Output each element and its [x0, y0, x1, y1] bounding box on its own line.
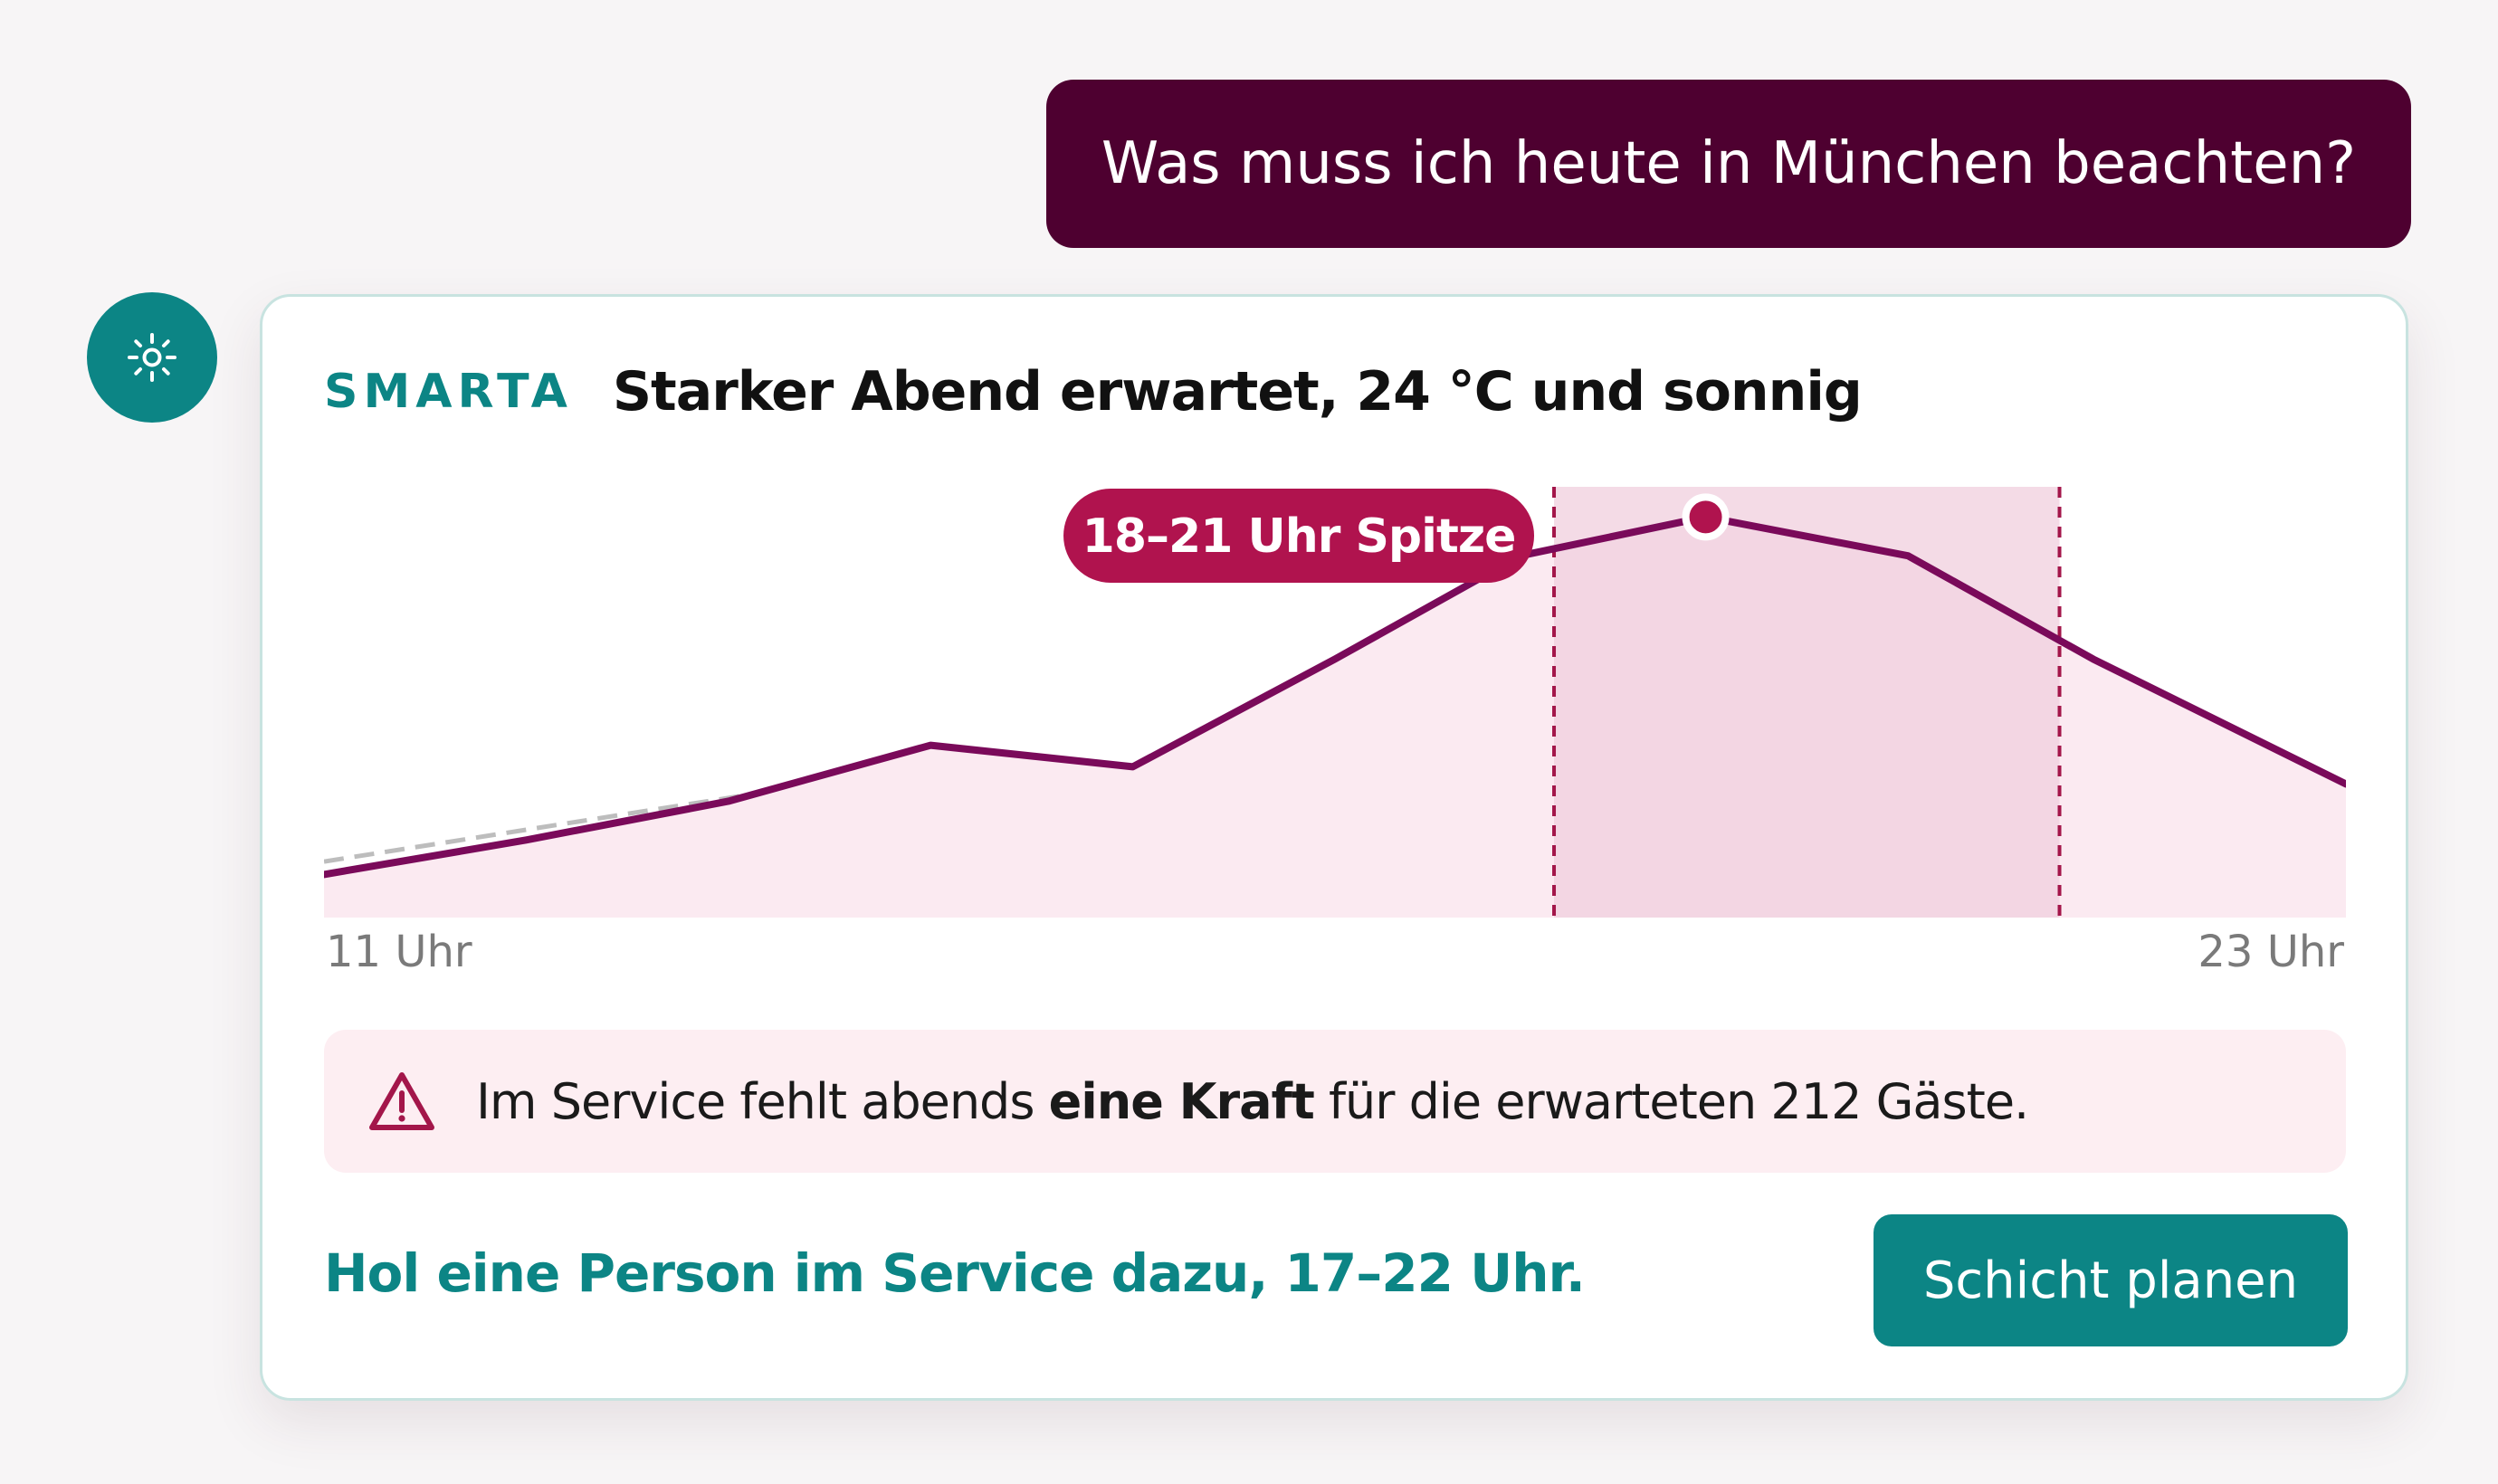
warning-text-end: für die erwarteten 212 Gäste.	[1313, 1072, 2029, 1130]
assistant-response-card: SMARTA Starker Abend erwartet, 24 °C und…	[260, 294, 2408, 1401]
plan-shift-button[interactable]: Schicht planen	[1874, 1214, 2348, 1346]
sun-icon	[128, 333, 176, 382]
peak-marker	[1682, 493, 1730, 541]
card-headline: Starker Abend erwartet, 24 °C und sonnig	[612, 360, 1863, 423]
x-tick-end: 23 Uhr	[2198, 927, 2344, 977]
brand-label: SMARTA	[324, 365, 573, 419]
user-message-bubble: Was muss ich heute in München beachten?	[1046, 80, 2411, 248]
peak-label-text: 18–21 Uhr Spitze	[1082, 509, 1516, 564]
card-header: SMARTA Starker Abend erwartet, 24 °C und…	[324, 360, 1863, 423]
assistant-avatar	[87, 292, 217, 423]
peak-window	[1554, 487, 2060, 918]
guest-forecast-chart: 18–21 Uhr Spitze	[324, 487, 2346, 918]
warning-text-start: Im Service fehlt abends	[476, 1072, 1049, 1130]
peak-label-pill	[1063, 489, 1535, 583]
recommendation-text: Hol eine Person im Service dazu, 17–22 U…	[324, 1242, 1586, 1304]
user-message-text: Was muss ich heute in München beachten?	[1101, 130, 2357, 197]
forecast-line	[324, 513, 2346, 879]
staffing-warning: Im Service fehlt abends eine Kraft für d…	[324, 1030, 2346, 1173]
warning-triangle-icon	[369, 1072, 434, 1130]
comparison-line	[324, 790, 763, 864]
warning-text: Im Service fehlt abends eine Kraft für d…	[476, 1072, 2029, 1130]
x-tick-start: 11 Uhr	[326, 927, 472, 977]
warning-text-emphasis: eine Kraft	[1048, 1072, 1315, 1130]
